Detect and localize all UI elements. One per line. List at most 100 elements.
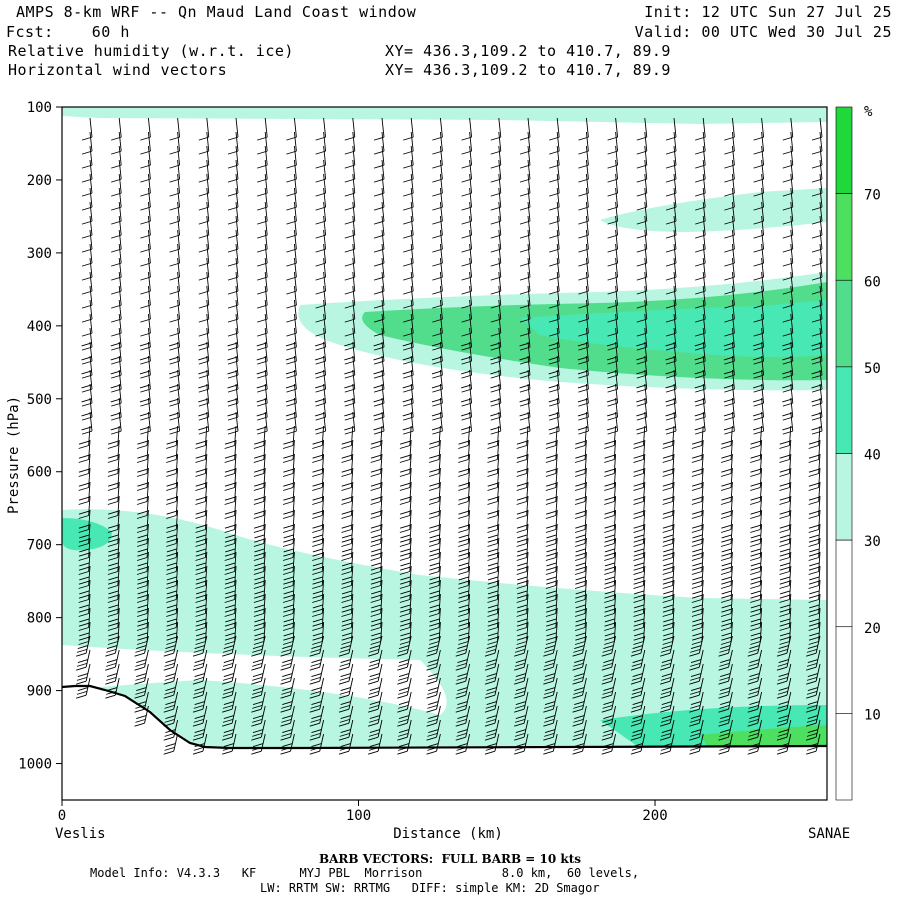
- wind-barb-flag: [254, 524, 265, 529]
- wind-barb-flag: [370, 585, 381, 589]
- wind-barb-shaft: [352, 271, 356, 292]
- wind-barb-flag: [574, 599, 586, 603]
- wind-barb-flag: [486, 701, 497, 706]
- wind-barb-shaft: [175, 523, 179, 544]
- wind-barb-shaft: [352, 327, 356, 348]
- wind-barb-flag: [224, 585, 235, 589]
- wind-barb-flag: [252, 662, 263, 667]
- wind-barb-flag: [166, 641, 177, 645]
- wind-barb-flag: [224, 482, 236, 487]
- wind-barb-flag: [135, 718, 146, 723]
- colorbar-segment: [835, 106, 853, 194]
- wind-barb-shaft: [146, 607, 149, 628]
- wind-barb-shaft: [380, 565, 383, 586]
- wind-barb-flag: [575, 562, 586, 567]
- wind-barb-shaft: [118, 187, 122, 208]
- wind-barb-flag: [750, 585, 761, 589]
- wind-barb-flag: [223, 743, 234, 748]
- wind-barb-shaft: [231, 663, 237, 682]
- wind-barb-shaft: [498, 131, 502, 152]
- wind-barb-shaft: [263, 495, 266, 516]
- wind-barb-flag: [604, 562, 615, 567]
- wind-barb-shaft: [323, 355, 327, 376]
- wind-barb-flag: [371, 618, 382, 623]
- wind-barb-flag: [315, 430, 326, 435]
- wind-barb-shaft: [761, 173, 765, 194]
- wind-barb-shaft: [177, 229, 181, 250]
- wind-barb-flag: [516, 524, 528, 529]
- wind-barb-flag: [691, 571, 702, 575]
- wind-barb-shaft: [352, 411, 356, 432]
- wind-barb-shaft: [702, 187, 706, 208]
- wind-barb-flag: [779, 529, 790, 533]
- wind-barb-shaft: [469, 117, 473, 138]
- wind-barb-flag: [516, 571, 527, 575]
- wind-barb-shaft: [761, 369, 765, 390]
- wind-barb-shaft: [556, 313, 560, 334]
- wind-barb-shaft: [88, 593, 91, 614]
- wind-barb-shaft: [613, 425, 617, 446]
- wind-barb-flag: [254, 590, 265, 595]
- wind-barb-shaft: [264, 257, 268, 278]
- wind-barb-flag: [601, 750, 612, 755]
- wind-barb-flag: [750, 571, 761, 575]
- wind-barb-flag: [455, 750, 466, 755]
- wind-barb-shaft: [89, 299, 93, 320]
- wind-barb-flag: [747, 750, 758, 755]
- wind-barb-shaft: [701, 537, 704, 558]
- wind-barb-flag: [224, 473, 235, 477]
- wind-barb-flag: [311, 687, 322, 692]
- wind-barb-flag: [164, 662, 175, 667]
- wind-barb-flag: [750, 562, 761, 567]
- wind-barb-flag: [546, 510, 557, 515]
- wind-barb-shaft: [815, 663, 821, 682]
- wind-barb-flag: [400, 562, 411, 567]
- wind-barb-flag: [282, 557, 294, 561]
- wind-barb-flag: [283, 552, 294, 557]
- wind-barb-shaft: [351, 453, 354, 474]
- wind-barb-flag: [195, 524, 206, 529]
- wind-barb-flag: [603, 673, 614, 678]
- wind-barb-flag: [78, 529, 89, 533]
- wind-barb-shaft: [611, 649, 617, 668]
- wind-barb-flag: [283, 524, 294, 529]
- wind-barb-shaft: [118, 327, 122, 348]
- x-axis-ticks: 0 100 200: [58, 800, 668, 824]
- wind-barb-shaft: [438, 537, 441, 558]
- wind-barb-flag: [223, 673, 234, 678]
- wind-barb-flag: [252, 718, 263, 723]
- wind-barb-shaft: [497, 593, 500, 614]
- wind-barb-flag: [516, 440, 528, 445]
- wind-barb-flag: [397, 750, 408, 755]
- wind-barb-flag: [572, 680, 583, 685]
- wind-barb-flag: [370, 627, 381, 631]
- wind-barb-flag: [516, 613, 527, 617]
- wind-barb-flag: [253, 459, 264, 463]
- wind-barb-shaft: [672, 551, 675, 572]
- wind-barb-flag: [282, 701, 293, 706]
- wind-barb-flag: [195, 459, 206, 463]
- wind-barb-shaft: [669, 733, 675, 752]
- wind-barb-flag: [341, 510, 352, 515]
- wind-barb-shaft: [177, 173, 181, 194]
- wind-barb-flag: [749, 673, 760, 678]
- wind-barb-shaft: [761, 397, 765, 418]
- wind-barb-flag: [546, 576, 557, 581]
- wind-barb-shaft: [88, 481, 91, 502]
- wind-barb-flag: [79, 562, 90, 567]
- wind-barb-shaft: [701, 621, 704, 642]
- wind-barb-flag: [574, 473, 586, 477]
- wind-barb-flag: [398, 701, 410, 706]
- wind-barb-flag: [427, 676, 438, 681]
- wind-barb-flag: [543, 750, 554, 755]
- wind-barb-flag: [195, 515, 206, 519]
- wind-barb-shaft: [702, 383, 706, 404]
- wind-barb-shaft: [263, 523, 266, 544]
- wind-barb-shaft: [498, 327, 502, 348]
- wind-barb-flag: [135, 690, 146, 695]
- wind-barb-flag: [750, 618, 761, 623]
- wind-barb-shaft: [380, 537, 383, 558]
- wind-barb-shaft: [730, 565, 733, 586]
- wind-barb-shaft: [292, 551, 295, 572]
- wind-barb-shaft: [555, 439, 558, 460]
